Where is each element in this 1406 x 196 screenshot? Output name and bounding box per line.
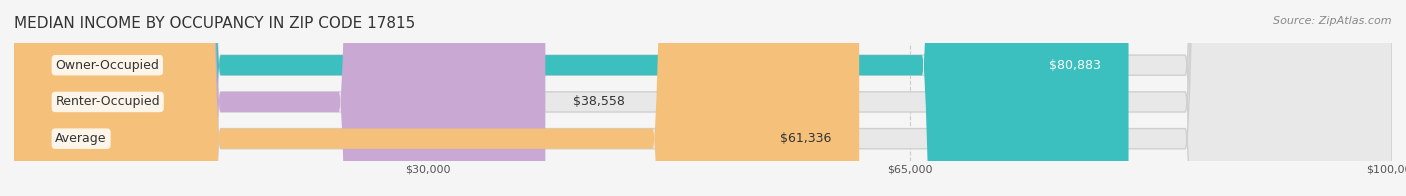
Text: $80,883: $80,883	[1049, 59, 1101, 72]
FancyBboxPatch shape	[14, 0, 546, 196]
FancyBboxPatch shape	[14, 0, 1129, 196]
Text: $38,558: $38,558	[572, 95, 624, 108]
Text: Source: ZipAtlas.com: Source: ZipAtlas.com	[1274, 16, 1392, 26]
FancyBboxPatch shape	[14, 0, 1392, 196]
Text: MEDIAN INCOME BY OCCUPANCY IN ZIP CODE 17815: MEDIAN INCOME BY OCCUPANCY IN ZIP CODE 1…	[14, 16, 415, 31]
Text: Renter-Occupied: Renter-Occupied	[55, 95, 160, 108]
Text: Average: Average	[55, 132, 107, 145]
Text: $61,336: $61,336	[780, 132, 831, 145]
FancyBboxPatch shape	[14, 0, 1392, 196]
Text: Owner-Occupied: Owner-Occupied	[55, 59, 159, 72]
FancyBboxPatch shape	[14, 0, 859, 196]
FancyBboxPatch shape	[14, 0, 1392, 196]
